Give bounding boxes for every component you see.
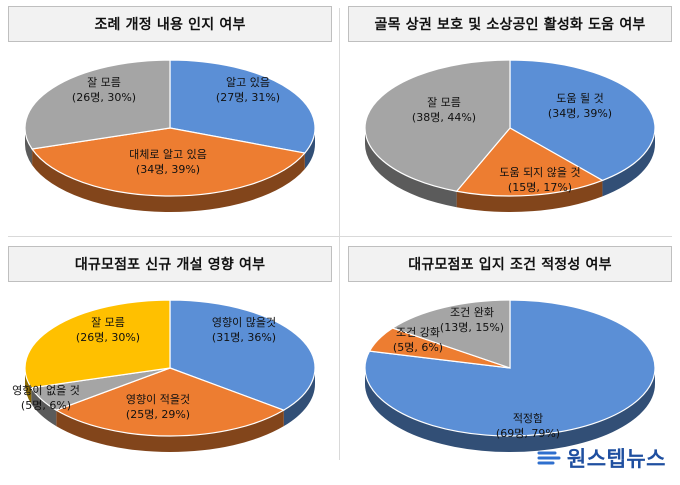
slice-value-label: (34명, 39%) (136, 163, 200, 176)
slice-value-label: (34명, 39%) (548, 107, 612, 120)
slice-label: 조건 완화 (450, 306, 494, 319)
slice-value-label: (26명, 30%) (76, 331, 140, 344)
pie-slice (31, 127, 306, 197)
pie-slices (24, 299, 316, 437)
slice-label: 영향이 없을 것 (12, 384, 80, 397)
pie-slice-side (25, 128, 33, 166)
pie-chart: 영향이 많을것 (31명, 36%) 영향이 적을것 (25명, 29%) 영향이 없을… (12, 299, 316, 452)
panel-divider-horizontal (8, 236, 672, 237)
chart-panel-location: 대규모점포 입지 조건 적정성 여부 적정함 (69명, 79%) 조건 강화 (5명… (348, 246, 672, 466)
slice-label: 도움 될 것 (556, 91, 603, 105)
news-logo-text: 원스텝뉴스 (566, 447, 666, 471)
pie-slice (509, 59, 656, 182)
slice-value-label: (5명, 6%) (393, 341, 443, 354)
pie-slices (364, 59, 656, 197)
chart-title: 골목 상권 보호 및 소상공인 활성화 도움 여부 (348, 6, 672, 42)
slice-value-label: (25명, 29%) (126, 408, 190, 421)
pie-side-walls (25, 128, 315, 212)
pie-slice-side (304, 128, 315, 170)
pie-slice-side (32, 149, 305, 212)
news-logo-icon (537, 451, 561, 465)
pie-slice (169, 59, 316, 154)
slice-value-label: (38명, 44%) (412, 111, 476, 124)
pie-slices (364, 299, 656, 437)
pie-slice-side (25, 368, 32, 404)
pie-slice-side (365, 368, 655, 452)
pie-chart: 알고 있음 (27명, 31%) 대체로 알고 있음 (34명, 39%) 잘 모름 (2… (24, 59, 316, 212)
slice-value-label: (27명, 31%) (216, 91, 280, 104)
slice-label: 대체로 알고 있음 (129, 147, 207, 161)
pie-slice (54, 367, 286, 437)
slice-label: 잘 모름 (427, 96, 461, 109)
slice-value-label: (31명, 36%) (212, 331, 276, 344)
pie-slice-side (31, 387, 57, 427)
slice-label: 조건 강화 (396, 326, 440, 339)
pie-slice (455, 127, 604, 197)
chart-panel-awareness: 조례 개정 내용 인지 여부 알고 있음 (27명, 31%) 대체로 알고 있음 (… (8, 6, 332, 226)
pie-chart: 도움 될 것 (34명, 39%) 도움 되지 않을 것 (15명, 17%) 잘 모름… (364, 59, 656, 212)
pie-slice (391, 299, 511, 369)
chart-panel-impact: 대규모점포 신규 개설 영향 여부 영향이 많을것 (31명, 36%) 영향이 적… (8, 246, 332, 466)
slice-value-label: (5명, 6%) (21, 399, 71, 412)
chart-panel-helpfulness: 골목 상권 보호 및 소상공인 활성화 도움 여부 도움 될 것 (34명, 39… (348, 6, 672, 226)
pie-slice-side (283, 368, 315, 427)
slice-value-label: (69명, 79%) (496, 427, 560, 440)
chart-title: 대규모점포 신규 개설 영향 여부 (8, 246, 332, 282)
slice-label: 영향이 많을것 (212, 316, 276, 329)
chart-title: 대규모점포 입지 조건 적정성 여부 (348, 246, 672, 282)
slice-label: 영향이 적을것 (126, 393, 190, 406)
pie-chart: 적정함 (69명, 79%) 조건 강화 (5명, 6%) 조건 완화 (13명, 15%… (364, 299, 656, 452)
slice-label: 잘 모름 (91, 316, 125, 329)
pie-slice-side (602, 128, 655, 197)
pie-slice-side (365, 128, 457, 208)
pie-slices (24, 59, 316, 197)
panel-divider-vertical (339, 8, 340, 460)
pie-slice (24, 299, 171, 389)
pie-side-walls (365, 368, 655, 452)
pie-slice (24, 59, 171, 150)
pie-side-walls (25, 368, 315, 452)
pie-slice-side (456, 180, 603, 212)
slice-label: 잘 모름 (87, 76, 121, 89)
slice-label: 도움 되지 않을 것 (499, 166, 580, 179)
slice-value-label: (15명, 17%) (508, 181, 572, 194)
slice-label: 알고 있음 (226, 75, 270, 89)
pie-slice (169, 299, 316, 411)
slice-value-label: (13명, 15%) (440, 321, 504, 334)
chart-title: 조례 개정 내용 인지 여부 (8, 6, 332, 42)
pie-side-walls (365, 128, 655, 212)
slice-label: 적정함 (513, 412, 543, 425)
pie-slice-side (56, 410, 284, 452)
slice-value-label: (26명, 30%) (72, 91, 136, 104)
news-logo: 원스텝뉴스 (537, 443, 666, 473)
pie-slice (364, 59, 511, 192)
